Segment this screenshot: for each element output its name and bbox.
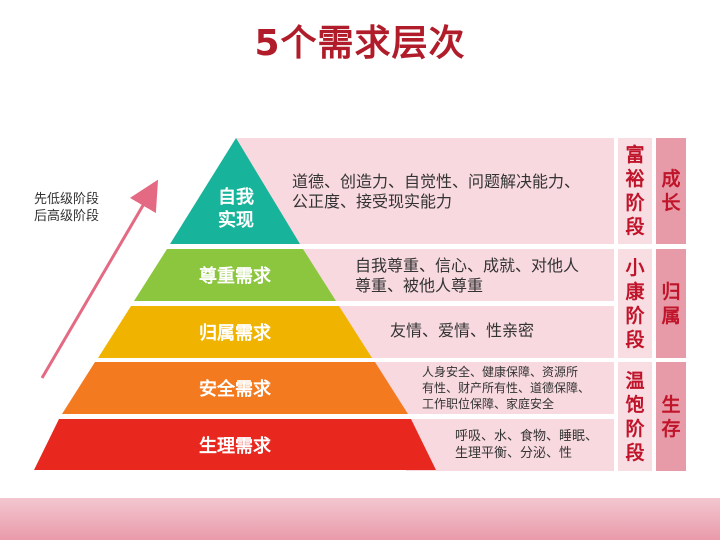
desc-panel-physiological — [406, 419, 614, 471]
growth-box-survival: 生存 — [656, 362, 686, 471]
level-label-belonging: 归属需求 — [199, 323, 271, 344]
growth-box-belonging: 归属 — [656, 249, 686, 358]
desc-panel-belonging — [336, 306, 614, 358]
stage-box-moderately-prosperous: 小康阶段 — [618, 249, 652, 358]
pyramid-level-esteem — [134, 249, 336, 301]
page-title: 5个需求层次 — [254, 23, 466, 64]
desc-esteem: 自我尊重、信心、成就、对他人 尊重、被他人尊重 — [355, 256, 580, 295]
desc-self-actualization: 道德、创造力、自觉性、问题解决能力、 公正度、接受现实能力 — [292, 172, 581, 211]
pyramid-level-physiological — [34, 419, 436, 470]
side-note-line1: 先低级阶段 — [34, 192, 100, 207]
level-label-self-actualization: 自我 实现 — [218, 187, 254, 231]
desc-panel-esteem — [300, 249, 614, 301]
growth-arrow — [40, 179, 159, 379]
level-label-physiological: 生理需求 — [199, 436, 271, 457]
bottom-decorative-band — [0, 498, 720, 540]
pyramid-level-belonging — [98, 306, 372, 358]
side-note-line2: 后高级阶段 — [34, 209, 100, 224]
pyramid-level-safety — [62, 362, 408, 414]
stage-box-subsistence: 温饱阶段 — [618, 362, 652, 471]
level-label-esteem: 尊重需求 — [199, 266, 271, 287]
growth-box-growth: 成长 — [656, 138, 686, 244]
desc-belonging: 友情、爱情、性亲密 — [390, 321, 535, 340]
side-note: 先低级阶段 后高级阶段 — [34, 191, 144, 225]
level-label-safety: 安全需求 — [199, 379, 271, 400]
pyramid-level-self-actualization — [170, 138, 300, 244]
desc-panel-self-actualization — [236, 138, 614, 244]
desc-safety: 人身安全、健康保障、资源所 有性、财产所有性、道德保障、 工作职位保障、家庭安全 — [422, 365, 591, 411]
desc-physiological: 呼吸、水、食物、睡眠、 生理平衡、分泌、性 — [455, 429, 599, 461]
stage-box-wealthy: 富裕阶段 — [618, 138, 652, 244]
desc-panel-safety — [372, 362, 614, 414]
